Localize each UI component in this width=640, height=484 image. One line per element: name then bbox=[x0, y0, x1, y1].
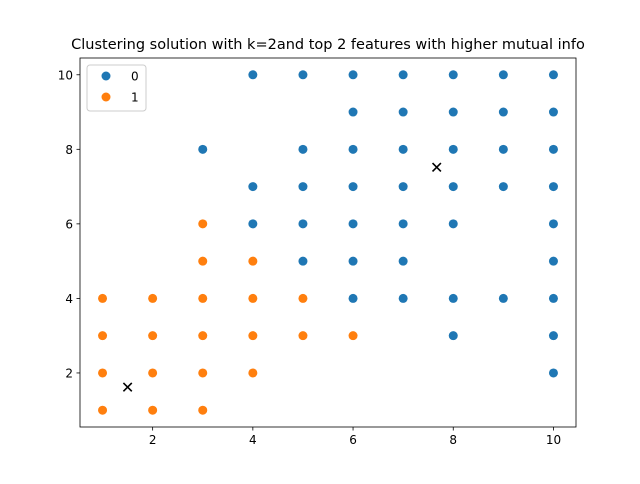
scatter-point-cluster-0 bbox=[248, 219, 258, 229]
scatter-point-cluster-0 bbox=[448, 182, 458, 192]
x-tick-label: 2 bbox=[149, 433, 157, 447]
scatter-point-cluster-0 bbox=[448, 293, 458, 303]
scatter-point-cluster-0 bbox=[548, 107, 558, 117]
centroid-markers bbox=[122, 162, 442, 392]
scatter-point-cluster-1 bbox=[248, 293, 258, 303]
scatter-point-cluster-0 bbox=[398, 256, 408, 266]
x-tick-label: 8 bbox=[449, 433, 457, 447]
scatter-point-cluster-1 bbox=[198, 331, 208, 341]
scatter-point-cluster-1 bbox=[198, 256, 208, 266]
scatter-point-cluster-0 bbox=[398, 107, 408, 117]
scatter-point-cluster-1 bbox=[198, 293, 208, 303]
legend-label-0: 0 bbox=[131, 70, 139, 84]
x-tick-label: 10 bbox=[546, 433, 561, 447]
scatter-point-cluster-0 bbox=[298, 144, 308, 154]
centroid-0-stroke-b bbox=[431, 162, 442, 172]
scatter-point-cluster-0 bbox=[448, 70, 458, 80]
legend-marker-1 bbox=[101, 92, 111, 102]
scatter-point-cluster-1 bbox=[248, 331, 258, 341]
scatter-point-cluster-0 bbox=[398, 219, 408, 229]
y-tick-label: 2 bbox=[65, 366, 73, 380]
scatter-point-cluster-1 bbox=[198, 405, 208, 415]
y-axis: 2 4 6 8 10 bbox=[58, 68, 80, 380]
scatter-point-cluster-0 bbox=[448, 219, 458, 229]
x-axis: 2 4 6 8 10 bbox=[149, 427, 561, 447]
scatter-point-cluster-0 bbox=[348, 182, 358, 192]
scatter-point-cluster-0 bbox=[398, 144, 408, 154]
y-tick-label: 4 bbox=[65, 292, 73, 306]
scatter-point-cluster-0 bbox=[448, 107, 458, 117]
plot-area bbox=[80, 58, 576, 427]
scatter-point-cluster-1 bbox=[98, 405, 108, 415]
scatter-point-cluster-1 bbox=[148, 293, 158, 303]
scatter-point-cluster-0 bbox=[398, 293, 408, 303]
centroid-1-marker bbox=[122, 382, 133, 392]
scatter-point-cluster-0 bbox=[498, 293, 508, 303]
scatter-point-cluster-0 bbox=[548, 368, 558, 378]
scatter-point-cluster-1 bbox=[148, 368, 158, 378]
scatter-point-cluster-0 bbox=[548, 256, 558, 266]
scatter-point-cluster-1 bbox=[298, 331, 308, 341]
scatter-point-cluster-0 bbox=[498, 70, 508, 80]
scatter-point-cluster-1 bbox=[298, 293, 308, 303]
scatter-point-cluster-0 bbox=[548, 331, 558, 341]
scatter-point-cluster-0 bbox=[548, 219, 558, 229]
scatter-point-cluster-1 bbox=[348, 331, 358, 341]
scatter-point-cluster-0 bbox=[548, 293, 558, 303]
scatter-point-cluster-0 bbox=[398, 70, 408, 80]
scatter-point-cluster-0 bbox=[348, 256, 358, 266]
scatter-point-cluster-0 bbox=[248, 70, 258, 80]
legend: 01 bbox=[86, 64, 147, 112]
scatter-point-cluster-1 bbox=[198, 368, 208, 378]
scatter-point-cluster-0 bbox=[348, 293, 358, 303]
scatter-point-cluster-0 bbox=[548, 144, 558, 154]
scatter-point-cluster-0 bbox=[348, 107, 358, 117]
scatter-point-cluster-0 bbox=[398, 182, 408, 192]
scatter-point-cluster-1 bbox=[248, 368, 258, 378]
scatter-point-cluster-0 bbox=[198, 144, 208, 154]
centroid-0-marker bbox=[431, 162, 442, 172]
scatter-point-cluster-0 bbox=[548, 70, 558, 80]
plot-frame bbox=[79, 57, 577, 428]
y-tick-label: 8 bbox=[65, 143, 73, 157]
scatter-point-cluster-1 bbox=[198, 219, 208, 229]
scatter-point-cluster-0 bbox=[298, 256, 308, 266]
y-tick-label: 6 bbox=[65, 217, 73, 231]
scatter-point-cluster-1 bbox=[98, 368, 108, 378]
scatter-point-cluster-0 bbox=[498, 144, 508, 154]
y-tick-label: 10 bbox=[58, 68, 73, 82]
legend-marker-0 bbox=[101, 71, 111, 81]
scatter-point-cluster-0 bbox=[348, 70, 358, 80]
scatter-point-cluster-0 bbox=[348, 219, 358, 229]
scatter-point-cluster-1 bbox=[98, 331, 108, 341]
scatter-point-cluster-0 bbox=[348, 144, 358, 154]
scatter-point-cluster-0 bbox=[448, 144, 458, 154]
centroid-1-stroke-b bbox=[122, 382, 133, 392]
scatter-point-cluster-0 bbox=[448, 331, 458, 341]
legend-label-1: 1 bbox=[131, 91, 139, 105]
scatter-point-cluster-0 bbox=[498, 107, 508, 117]
scatter-points bbox=[98, 70, 558, 415]
scatter-point-cluster-0 bbox=[248, 182, 258, 192]
scatter-point-cluster-0 bbox=[298, 70, 308, 80]
scatter-point-cluster-0 bbox=[548, 182, 558, 192]
scatter-point-cluster-0 bbox=[298, 182, 308, 192]
scatter-point-cluster-1 bbox=[98, 293, 108, 303]
x-tick-label: 6 bbox=[349, 433, 357, 447]
scatter-point-cluster-1 bbox=[248, 256, 258, 266]
x-tick-label: 4 bbox=[249, 433, 257, 447]
scatter-point-cluster-0 bbox=[498, 182, 508, 192]
scatter-point-cluster-1 bbox=[148, 331, 158, 341]
chart-title: Clustering solution with k=2and top 2 fe… bbox=[71, 37, 585, 53]
scatter-point-cluster-0 bbox=[298, 219, 308, 229]
scatter-point-cluster-1 bbox=[148, 405, 158, 415]
